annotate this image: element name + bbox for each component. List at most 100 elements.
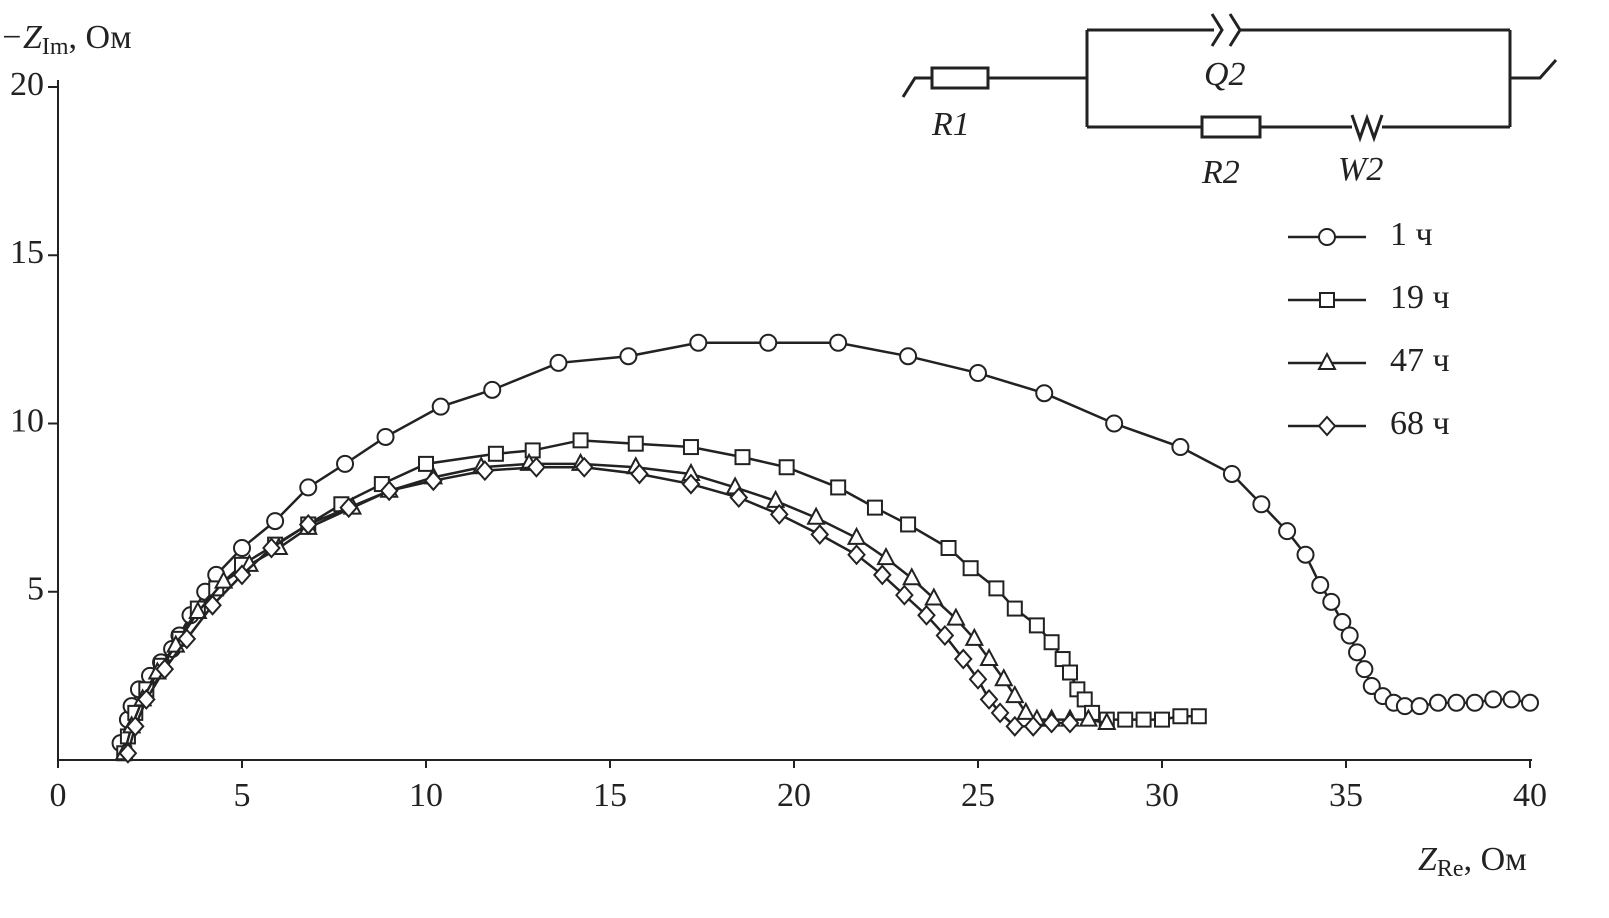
- data-point: [1060, 712, 1080, 734]
- legend-label: 68 ч: [1390, 405, 1450, 442]
- resistor: [930, 66, 990, 90]
- data-point: [682, 439, 699, 456]
- data-point: [177, 628, 197, 650]
- data-point: [1172, 708, 1189, 725]
- legend-marker: [1317, 415, 1337, 437]
- y-tick-label: 15: [10, 234, 44, 271]
- data-point: [846, 526, 867, 545]
- y-tick-label: 20: [10, 66, 44, 103]
- data-point: [806, 506, 826, 525]
- data-point: [1322, 592, 1341, 611]
- data-point: [1311, 576, 1330, 595]
- data-point: [940, 540, 957, 557]
- data-point: [1097, 711, 1117, 730]
- data-point: [619, 347, 638, 366]
- circuit-label: Q2: [1204, 56, 1246, 93]
- y-tick-label: 5: [27, 571, 44, 608]
- data-point: [1028, 617, 1045, 634]
- data-point: [1296, 545, 1315, 564]
- data-point: [213, 570, 234, 589]
- data-point: [765, 489, 786, 508]
- data-point: [487, 445, 504, 462]
- data-point: [1521, 693, 1539, 712]
- data-point: [1042, 712, 1061, 734]
- circuit-label: R2: [1201, 154, 1240, 191]
- data-point: [969, 364, 987, 383]
- label-part: Re: [1437, 856, 1464, 882]
- cpe: [1210, 13, 1224, 47]
- data-point: [778, 459, 795, 476]
- label-part: Z: [1418, 841, 1438, 878]
- data-point: [689, 333, 708, 352]
- data-point: [1447, 693, 1466, 712]
- data-point: [1348, 643, 1367, 662]
- wire: [1510, 59, 1558, 80]
- data-point: [769, 503, 789, 525]
- data-point: [900, 516, 917, 533]
- data-point: [1410, 697, 1429, 716]
- data-point: [336, 454, 355, 473]
- data-point: [627, 435, 644, 452]
- data-point: [1362, 676, 1381, 695]
- data-point: [1484, 690, 1503, 709]
- x-tick-label: 10: [409, 777, 443, 814]
- data-point: [1502, 690, 1521, 709]
- data-point: [1429, 693, 1447, 712]
- data-point: [630, 463, 649, 485]
- data-point: [379, 480, 399, 502]
- data-point: [924, 587, 944, 606]
- data-point: [1023, 715, 1043, 737]
- data-point: [431, 397, 450, 416]
- legend-label: 19 ч: [1390, 279, 1450, 316]
- cpe: [1228, 13, 1242, 47]
- data-point: [962, 560, 979, 577]
- data-point: [1340, 626, 1359, 645]
- x-tick-label: 25: [961, 777, 995, 814]
- x-axis-label: ZRe, Ом: [1418, 841, 1527, 882]
- data-point: [1154, 711, 1170, 728]
- data-point: [1035, 384, 1054, 403]
- data-point: [266, 512, 285, 531]
- data-point: [1054, 651, 1071, 668]
- data-point: [1016, 701, 1036, 720]
- legend-label: 47 ч: [1390, 342, 1450, 379]
- data-point: [1190, 708, 1207, 725]
- data-point: [1005, 684, 1025, 704]
- data-point: [1043, 634, 1060, 651]
- data-point: [979, 688, 999, 710]
- data-point: [572, 432, 589, 449]
- data-point: [902, 567, 922, 586]
- data-point: [574, 456, 594, 478]
- data-point: [339, 497, 359, 519]
- data-point: [994, 668, 1014, 687]
- data-point: [1278, 522, 1297, 541]
- data-point: [299, 478, 318, 497]
- resistor: [1200, 115, 1262, 139]
- data-point: [136, 688, 156, 710]
- label-part: −Z: [0, 19, 43, 56]
- data-point: [1006, 600, 1023, 617]
- data-point: [988, 580, 1005, 597]
- data-point: [1105, 414, 1124, 433]
- data-point: [895, 584, 914, 606]
- data-point: [953, 648, 973, 670]
- x-tick-label: 35: [1329, 777, 1363, 814]
- data-point: [990, 702, 1010, 724]
- data-point: [810, 524, 830, 546]
- data-point: [298, 513, 318, 535]
- data-point: [899, 347, 918, 366]
- data-point: [681, 473, 701, 495]
- data-point: [968, 668, 988, 690]
- circuit-label: R1: [931, 106, 970, 143]
- data-point: [829, 333, 848, 352]
- label-part: Im: [42, 34, 69, 60]
- data-point: [1171, 438, 1190, 457]
- x-tick-label: 30: [1145, 777, 1179, 814]
- series-line: [119, 341, 1531, 744]
- data-point: [483, 380, 502, 399]
- data-point: [118, 742, 138, 764]
- data-point: [876, 546, 896, 566]
- data-point: [418, 455, 434, 472]
- data-point: [188, 600, 208, 619]
